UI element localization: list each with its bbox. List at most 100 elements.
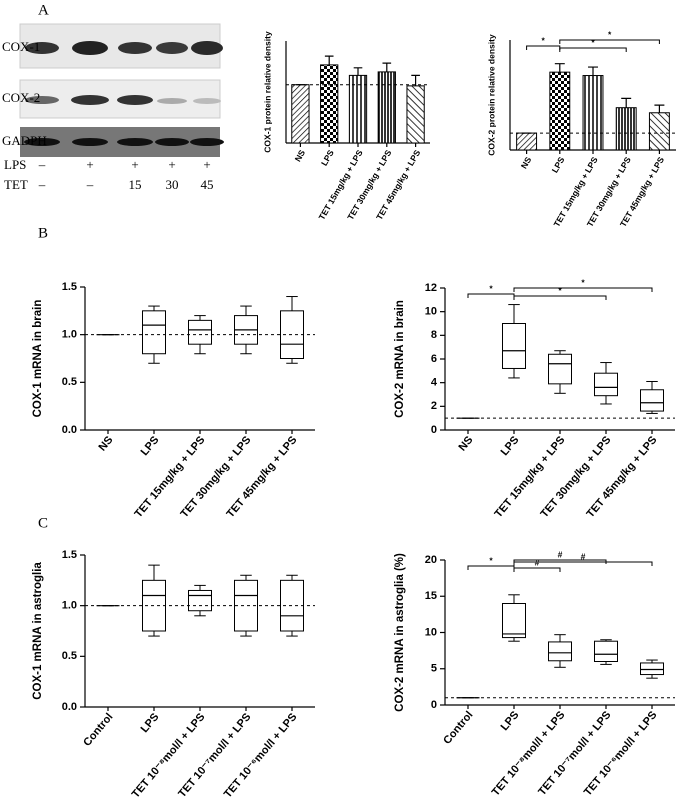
box bbox=[188, 589, 212, 612]
box bbox=[188, 319, 212, 345]
panel-label: C bbox=[38, 515, 48, 531]
panel-label: B bbox=[38, 225, 48, 241]
bar bbox=[320, 64, 339, 144]
lane-label: + bbox=[168, 157, 175, 172]
y-tick-label: 0 bbox=[431, 424, 437, 436]
lane-label: + bbox=[86, 157, 93, 172]
significance-label: # bbox=[558, 549, 563, 559]
y-tick-label: 1.5 bbox=[62, 549, 77, 561]
band-label: COX-1 bbox=[2, 39, 40, 54]
bar bbox=[516, 132, 538, 151]
band-label: COX-2 bbox=[2, 90, 40, 105]
x-tick-label: LPS bbox=[139, 434, 162, 458]
significance-label: * bbox=[542, 35, 546, 45]
western-blot: COX-1 COX-2 GADPH bbox=[2, 23, 224, 157]
blot-band bbox=[117, 138, 153, 146]
blot-band bbox=[118, 42, 152, 54]
lane-label: – bbox=[38, 157, 46, 172]
y-tick-label: 0.0 bbox=[62, 701, 77, 713]
y-tick-label: 1.5 bbox=[62, 281, 77, 293]
significance-bracket bbox=[513, 567, 561, 572]
box bbox=[502, 603, 526, 639]
bar bbox=[377, 71, 396, 144]
significance-bracket bbox=[467, 565, 515, 570]
significance-bracket bbox=[467, 293, 515, 298]
x-tick-label: NS bbox=[97, 434, 116, 453]
y-axis-label: COX-2 mRNA in astroglia (%) bbox=[394, 553, 406, 712]
lane-label: 45 bbox=[201, 177, 214, 192]
box bbox=[502, 323, 526, 369]
significance-label: * bbox=[591, 37, 595, 47]
y-tick-label: 8 bbox=[431, 329, 437, 341]
x-tick-label: Control bbox=[81, 711, 115, 749]
x-tick-label: LPS bbox=[139, 711, 162, 735]
box bbox=[594, 372, 618, 397]
blot-band bbox=[190, 138, 224, 146]
error-bar bbox=[621, 97, 632, 108]
y-tick-label: 0 bbox=[431, 699, 437, 711]
box bbox=[548, 353, 572, 385]
blot-band bbox=[155, 138, 189, 146]
box bbox=[234, 579, 258, 632]
y-axis-label: COX-1 mRNA in astroglia bbox=[32, 562, 44, 700]
significance-label: * bbox=[489, 283, 493, 293]
blot-band bbox=[25, 96, 59, 104]
y-tick-label: 10 bbox=[425, 306, 437, 318]
y-axis-label: COX-2 mRNA in brain bbox=[394, 300, 406, 418]
error-bar bbox=[324, 55, 334, 65]
significance-label: # bbox=[581, 551, 586, 561]
significance-bracket bbox=[513, 561, 653, 566]
y-tick-label: 2 bbox=[431, 400, 437, 412]
bar bbox=[648, 112, 670, 151]
y-axis-label: COX-2 protein relative density bbox=[486, 34, 496, 156]
blot-band bbox=[193, 98, 221, 104]
blot-band bbox=[191, 41, 223, 55]
error-bar bbox=[588, 66, 598, 76]
x-tick-label: LPS bbox=[499, 709, 522, 733]
x-tick-label: LPS bbox=[550, 155, 567, 175]
box bbox=[640, 662, 664, 676]
blot-band bbox=[71, 95, 109, 105]
y-tick-label: 5 bbox=[431, 663, 437, 675]
y-tick-label: 10 bbox=[425, 626, 437, 638]
box bbox=[640, 389, 664, 412]
y-tick-label: 4 bbox=[431, 377, 438, 389]
band-label: GADPH bbox=[2, 133, 47, 148]
significance-label: * bbox=[558, 285, 562, 295]
x-tick-label: NS bbox=[293, 148, 308, 164]
blot-band bbox=[24, 138, 60, 146]
y-tick-label: 1.0 bbox=[62, 329, 77, 341]
lane-label: + bbox=[203, 157, 210, 172]
bar bbox=[406, 85, 425, 144]
significance-label: * bbox=[489, 555, 493, 565]
blot-band bbox=[157, 98, 187, 104]
error-bar bbox=[554, 63, 565, 73]
lane-label: + bbox=[131, 157, 138, 172]
y-tick-label: 12 bbox=[425, 282, 437, 294]
bar bbox=[291, 84, 310, 144]
significance-label: * bbox=[608, 29, 612, 39]
x-tick-label: LPS bbox=[319, 148, 336, 168]
blot-band bbox=[25, 42, 59, 54]
significance-label: * bbox=[581, 277, 585, 287]
box bbox=[142, 310, 166, 355]
error-bar bbox=[382, 62, 392, 72]
y-axis-label: COX-1 mRNA in brain bbox=[32, 300, 44, 418]
error-bar bbox=[654, 104, 665, 113]
panel-label: A bbox=[38, 2, 49, 18]
box bbox=[548, 641, 572, 662]
treatment-label: LPS bbox=[4, 157, 26, 172]
treatment-label: TET bbox=[4, 177, 28, 192]
significance-bracket bbox=[513, 287, 653, 292]
bar bbox=[615, 107, 637, 151]
lane-label: 15 bbox=[129, 177, 142, 192]
x-tick-label: LPS bbox=[499, 434, 522, 458]
x-tick-label: NS bbox=[457, 434, 476, 453]
y-tick-label: 0.5 bbox=[62, 376, 77, 388]
significance-bracket bbox=[559, 39, 660, 44]
blot-band bbox=[156, 42, 188, 54]
error-bar bbox=[411, 74, 420, 86]
x-tick-label: NS bbox=[519, 155, 534, 171]
